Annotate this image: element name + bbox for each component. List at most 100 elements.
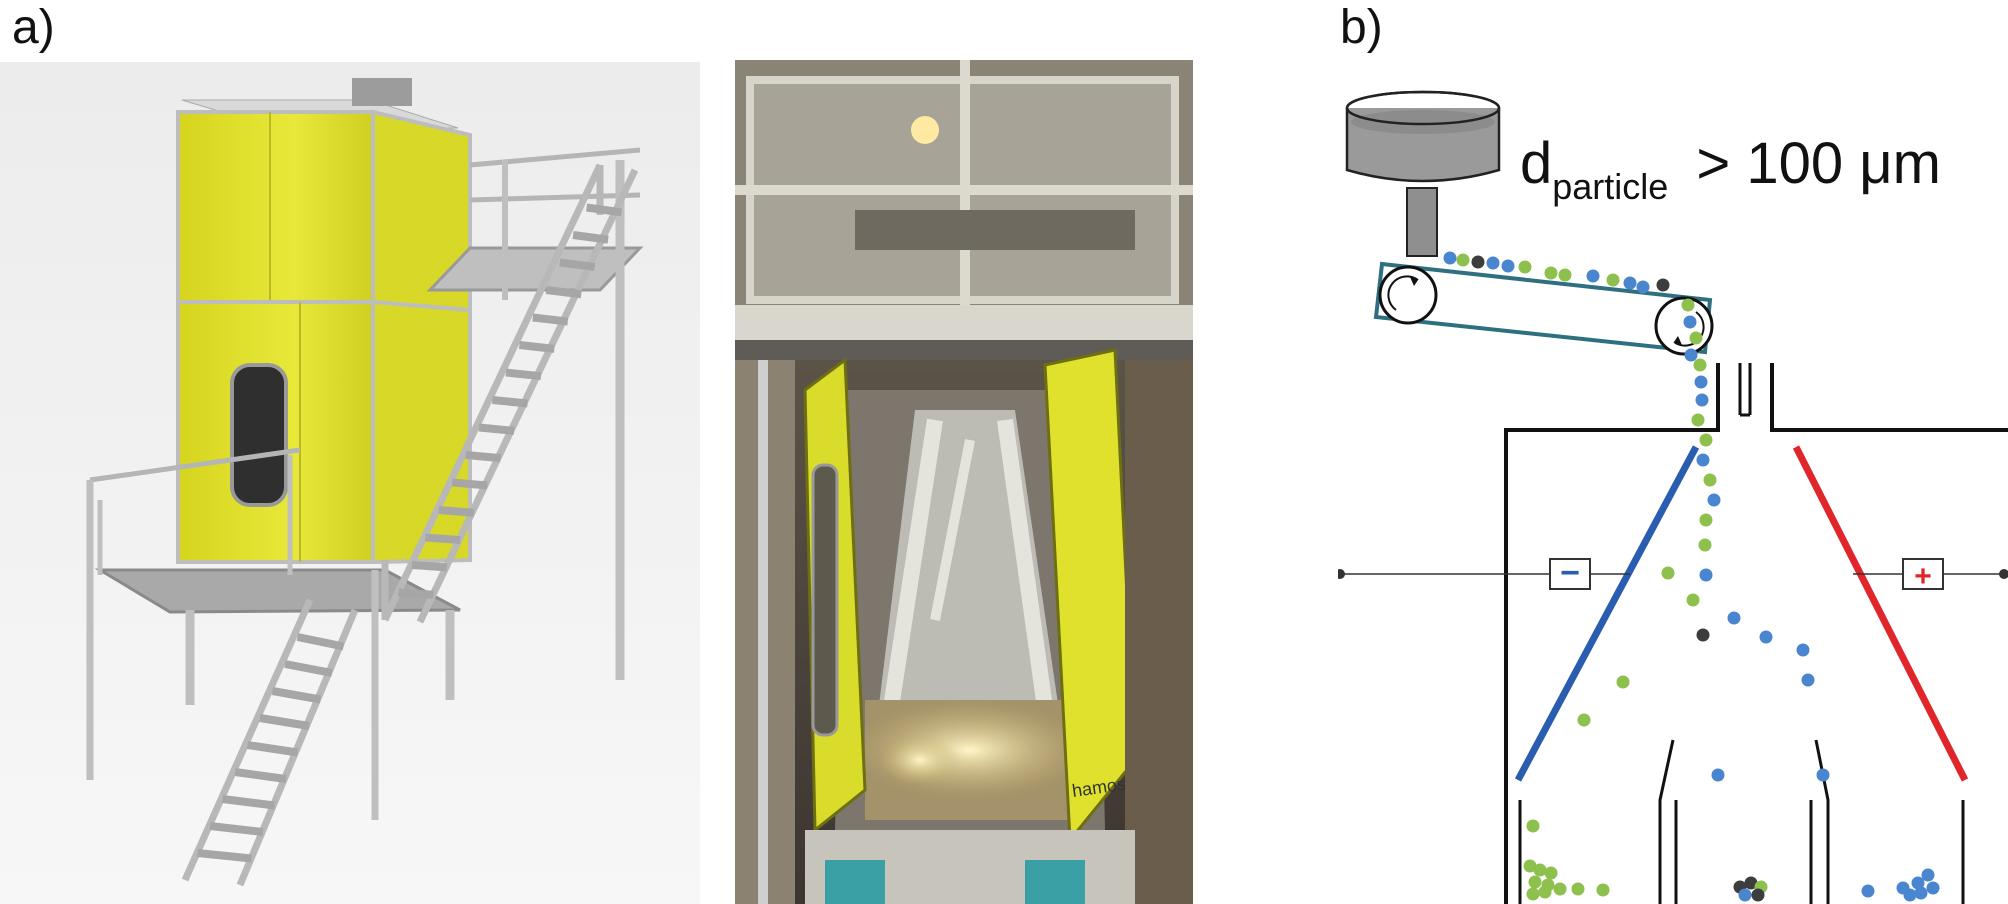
stair-step [465, 451, 501, 463]
stair-step [505, 368, 542, 381]
upper-staircase [381, 163, 639, 624]
stair-step [425, 533, 461, 545]
stair-step [259, 714, 310, 730]
particle [1694, 375, 1708, 389]
particle [1696, 453, 1710, 467]
stair-step [492, 396, 528, 408]
particle [1544, 866, 1558, 880]
positive-electrode [1792, 445, 1969, 782]
stair-step [398, 588, 434, 599]
particle [1696, 628, 1710, 642]
stair-step [478, 423, 515, 435]
stair-step [222, 795, 275, 810]
particle [1699, 513, 1713, 527]
particle [1698, 538, 1712, 552]
particle [1686, 593, 1700, 607]
particle [1538, 885, 1552, 899]
particle [1751, 888, 1765, 902]
stair-step [197, 849, 252, 863]
particle [1456, 253, 1470, 267]
formula-subscript: particle [1552, 166, 1669, 207]
negative-electrode [1514, 445, 1700, 782]
formula-relation: > [1696, 131, 1731, 196]
conveyor-belt [1373, 261, 1714, 356]
particle [1695, 393, 1709, 407]
particle [1711, 768, 1725, 782]
upper-platform [426, 246, 644, 292]
particle [1558, 268, 1572, 282]
particle [1544, 266, 1558, 280]
stair-step [209, 822, 264, 836]
particle [1796, 643, 1810, 657]
particle [1861, 884, 1875, 898]
particle [1738, 888, 1752, 902]
particle [1636, 280, 1650, 294]
collection-bins [1518, 739, 1965, 904]
particle [1683, 315, 1697, 329]
particle [1501, 259, 1515, 273]
formula-value: 100 μm [1746, 131, 1941, 196]
roof-unit [352, 78, 412, 106]
negative-sign: − [1560, 554, 1580, 592]
particle [1689, 331, 1703, 345]
particle [1571, 882, 1585, 896]
particle [1914, 886, 1928, 900]
positive-terminal [1999, 569, 2008, 579]
particle [1518, 260, 1532, 274]
stair-step [559, 258, 596, 271]
particle [1661, 566, 1675, 580]
panel-b-label: b) [1340, 1, 1383, 54]
particle [1759, 630, 1773, 644]
particle [1616, 675, 1630, 689]
separator-photo: hamos [735, 60, 1193, 904]
stair-step [271, 687, 322, 704]
particle [1816, 768, 1830, 782]
particle [1526, 887, 1540, 901]
particle [1903, 888, 1917, 902]
panel-a-label: a) [12, 1, 55, 54]
particle [1523, 859, 1537, 873]
particle [1606, 273, 1620, 287]
particle [1684, 348, 1698, 362]
particle [1528, 875, 1542, 889]
stair-step [586, 203, 623, 217]
separator-3d-render [0, 62, 700, 904]
particle [1911, 876, 1925, 890]
separation-chamber [1504, 363, 2008, 904]
upper-housing [176, 110, 375, 304]
particle [1727, 611, 1741, 625]
stair-step [532, 313, 569, 326]
stair-step [411, 561, 448, 572]
particle [1471, 255, 1485, 269]
feed-hopper [1345, 90, 1501, 257]
particle [1656, 278, 1670, 292]
stair-step [296, 633, 345, 651]
stair-step [246, 741, 299, 757]
particle [1577, 713, 1591, 727]
particle [1586, 269, 1600, 283]
particle [1699, 433, 1713, 447]
particle [1703, 473, 1717, 487]
particle [1533, 863, 1547, 877]
particle [1699, 568, 1713, 582]
stair-step [234, 768, 287, 783]
particle [1526, 819, 1540, 833]
negative-terminal [1338, 569, 1345, 579]
particle [1623, 276, 1637, 290]
particle [1744, 876, 1758, 890]
particle [1443, 251, 1457, 265]
particle [1693, 358, 1707, 372]
particle [1486, 256, 1500, 270]
stair-step [572, 231, 609, 244]
particle [1596, 883, 1610, 897]
stair-step [451, 478, 488, 490]
particle [1553, 882, 1567, 896]
particle [1707, 493, 1721, 507]
formula-base: d [1520, 131, 1553, 196]
positive-sign: + [1914, 560, 1932, 593]
lower-housing-side [371, 299, 472, 565]
stair-step [518, 341, 555, 353]
lower-staircase [181, 598, 359, 887]
stair-step [545, 286, 582, 299]
particle [1691, 413, 1705, 427]
